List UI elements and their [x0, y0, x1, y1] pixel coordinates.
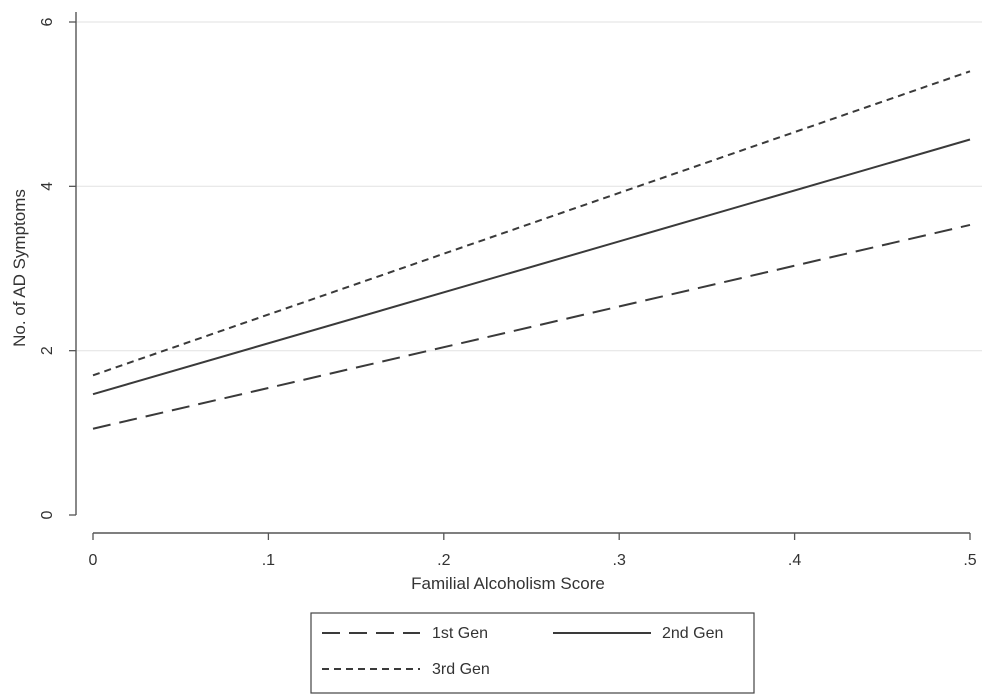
x-tick-label: 0 — [89, 552, 98, 569]
y-tick-label: 6 — [39, 17, 56, 26]
axes — [75, 12, 970, 534]
legend-label-1: 1st Gen — [432, 625, 488, 642]
x-tick-label: .2 — [437, 552, 450, 569]
x-tick-label: .4 — [788, 552, 801, 569]
y-tick-label: 4 — [39, 182, 56, 191]
legend: 1st Gen 2nd Gen 3rd Gen — [310, 612, 755, 694]
legend-label-2: 2nd Gen — [662, 625, 723, 642]
x-tick-label: .1 — [262, 552, 275, 569]
y-tick-label: 2 — [39, 346, 56, 355]
y-axis-title: No. of AD Symptoms — [10, 189, 29, 347]
legend-box — [310, 612, 755, 694]
x-tick-label: .3 — [613, 552, 626, 569]
series-line-1 — [92, 223, 971, 430]
series-line-2 — [92, 138, 971, 396]
plot-lines — [92, 70, 971, 430]
x-tick-label: .5 — [963, 552, 976, 569]
grid-lines — [76, 21, 982, 352]
series-line-3 — [92, 70, 971, 377]
tick-marks: 0 2 4 6 0 .1 .2 .3 .4 .5 — [39, 17, 977, 569]
x-axis-title: Familial Alcoholism Score — [411, 574, 605, 593]
y-tick-label: 0 — [39, 510, 56, 519]
legend-label-3: 3rd Gen — [432, 661, 490, 678]
